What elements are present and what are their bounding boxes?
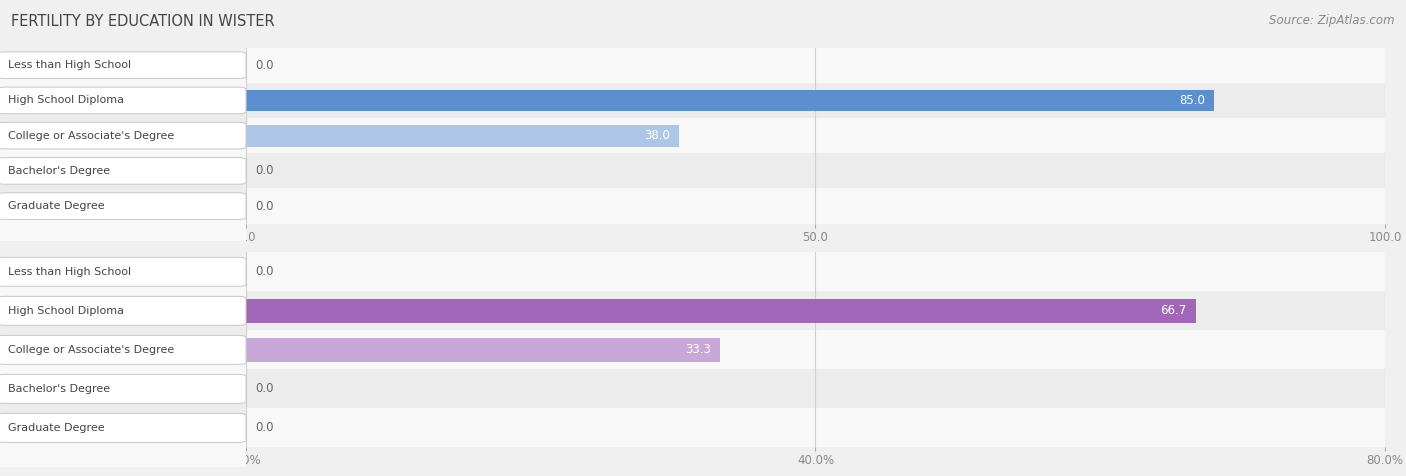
Bar: [246, 153, 1385, 188]
Bar: [246, 369, 1385, 408]
Text: 0.0: 0.0: [254, 382, 274, 396]
Text: 0.0: 0.0: [254, 164, 274, 178]
Text: 33.3: 33.3: [685, 343, 711, 357]
Bar: [246, 188, 1385, 224]
Text: High School Diploma: High School Diploma: [8, 306, 125, 316]
Bar: [246, 48, 1385, 83]
Bar: [246, 408, 1385, 447]
Text: High School Diploma: High School Diploma: [8, 95, 125, 106]
Text: Source: ZipAtlas.com: Source: ZipAtlas.com: [1270, 14, 1395, 27]
Text: 66.7: 66.7: [1160, 304, 1187, 317]
Text: Bachelor's Degree: Bachelor's Degree: [8, 384, 111, 394]
Text: 0.0: 0.0: [254, 265, 274, 278]
Text: 0.0: 0.0: [254, 199, 274, 213]
Text: College or Associate's Degree: College or Associate's Degree: [8, 345, 174, 355]
Text: Less than High School: Less than High School: [8, 60, 132, 70]
Bar: [246, 89, 1213, 111]
Text: 0.0: 0.0: [254, 421, 274, 435]
Text: 0.0: 0.0: [254, 59, 274, 72]
Text: 38.0: 38.0: [644, 129, 669, 142]
Text: Graduate Degree: Graduate Degree: [8, 201, 105, 211]
Text: 85.0: 85.0: [1180, 94, 1205, 107]
Bar: [246, 83, 1385, 118]
Text: Graduate Degree: Graduate Degree: [8, 423, 105, 433]
Bar: [246, 291, 1385, 330]
Bar: [246, 118, 1385, 153]
Bar: [246, 252, 1385, 291]
Text: Less than High School: Less than High School: [8, 267, 132, 277]
Bar: [246, 299, 1195, 323]
Bar: [246, 338, 720, 362]
Bar: [246, 125, 679, 147]
Text: Bachelor's Degree: Bachelor's Degree: [8, 166, 111, 176]
Text: College or Associate's Degree: College or Associate's Degree: [8, 130, 174, 141]
Bar: [246, 330, 1385, 369]
Text: FERTILITY BY EDUCATION IN WISTER: FERTILITY BY EDUCATION IN WISTER: [11, 14, 276, 30]
